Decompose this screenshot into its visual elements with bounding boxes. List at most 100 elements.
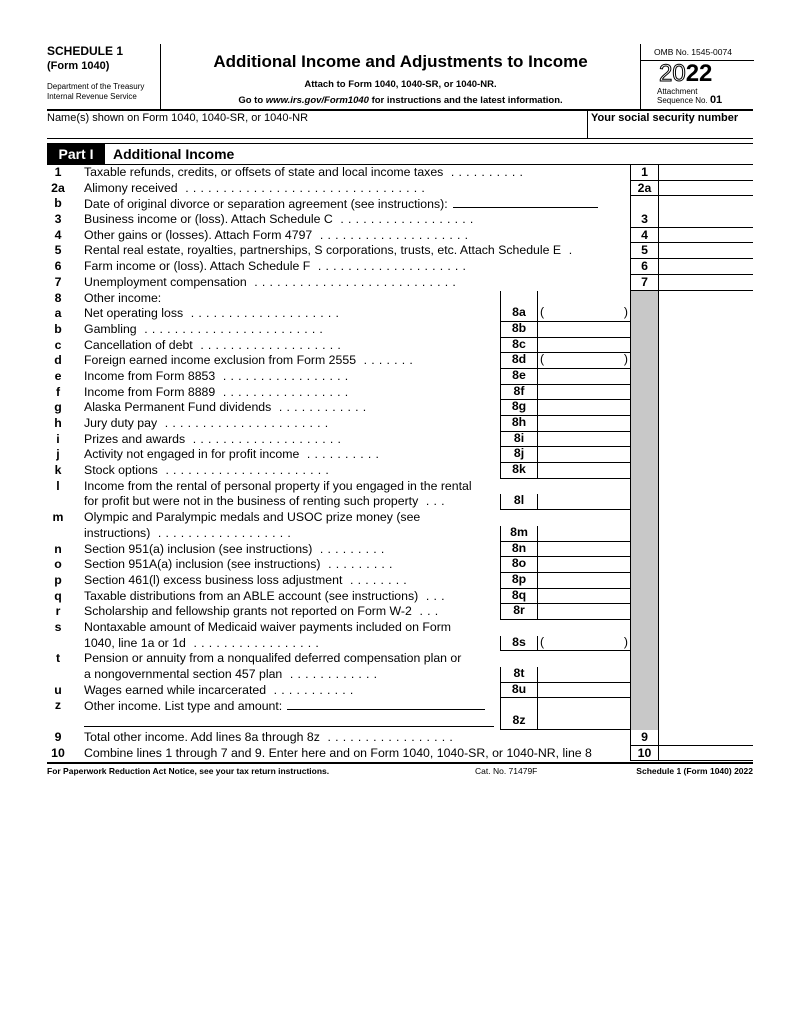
amount-column — [658, 431, 753, 448]
amount-input-8b[interactable] — [537, 321, 630, 338]
amount-input-8m[interactable] — [537, 525, 630, 542]
amount-input-8a[interactable]: () — [537, 305, 630, 322]
line-text: Unemployment compensation ..............… — [84, 275, 626, 291]
form-id-block: SCHEDULE 1 (Form 1040) Department of the… — [47, 44, 161, 110]
line-description: Pension or annuity from a nonqualifed de… — [84, 651, 496, 682]
irs-link[interactable]: www.irs.gov/Form1040 — [265, 95, 369, 106]
outer-line-label: 1 — [630, 165, 658, 181]
amount-input-8p[interactable] — [537, 572, 630, 589]
amount-input-10[interactable] — [658, 745, 753, 762]
inner-line-number: 8p — [511, 571, 527, 586]
outer-line-label: 2a — [630, 180, 658, 197]
ssn-field[interactable]: Your social security number — [587, 110, 753, 138]
line-number: s — [54, 619, 62, 634]
amount-input-8r[interactable] — [537, 604, 630, 620]
sequence-number: 01 — [709, 94, 723, 106]
inner-line-number: 8m — [510, 524, 528, 539]
entry-field-2[interactable] — [84, 715, 494, 728]
amount-input-8c[interactable] — [537, 337, 630, 354]
inner-line-number: 8t — [513, 666, 525, 681]
line-text-1: Income from Form 8853 — [84, 368, 216, 383]
dot-leader: ... — [418, 588, 449, 603]
income-lines: 1 Taxable refunds, credits, or offsets of… — [47, 165, 753, 762]
amount-input-8u[interactable] — [537, 682, 630, 699]
entry-field[interactable] — [452, 196, 598, 209]
inner-line-number: 8h — [511, 414, 527, 429]
amount-input-8n[interactable] — [537, 541, 630, 558]
line-number: h — [54, 416, 62, 430]
line-text-1: Jury duty pay — [84, 416, 158, 430]
line-text-1: Farm income or (loss). Attach Schedule F — [84, 259, 311, 274]
line-number: i — [56, 431, 60, 446]
line-text: Gambling ........................ — [84, 322, 496, 338]
amount-input-8s[interactable]: () — [537, 635, 630, 652]
inner-line-label: 8k — [500, 462, 537, 479]
amount-column — [658, 353, 753, 369]
line-text-1: Other income: — [84, 290, 162, 305]
dot-leader: .................... — [183, 306, 344, 321]
amount-input-8h[interactable] — [537, 416, 630, 432]
amount-input-8t[interactable] — [537, 667, 630, 683]
amount-input-6[interactable] — [658, 259, 753, 275]
dot-leader: .................... — [312, 227, 473, 242]
line-text: Pension or annuity from a nonqualifed de… — [84, 651, 496, 667]
amount-input-8l[interactable] — [537, 494, 630, 511]
line-text-continued: 1040, line 1a or 1d — [84, 635, 186, 650]
line-number: 3 — [54, 212, 62, 227]
dot-leader: ................. — [215, 368, 353, 383]
line-number: 10 — [51, 745, 65, 760]
dot-leader: ................. — [185, 635, 323, 650]
amount-input-8e[interactable] — [537, 368, 630, 385]
outer-line-label — [630, 619, 658, 652]
line-number: 7 — [54, 274, 62, 289]
form-number: (Form 1040) — [47, 60, 110, 72]
amount-input-8g[interactable] — [537, 400, 630, 416]
dot-leader: ....... — [356, 353, 417, 368]
line-number: q — [54, 588, 62, 603]
amount-input-8q[interactable] — [537, 588, 630, 605]
line-number: k — [54, 463, 62, 478]
amount-input-7[interactable] — [658, 274, 753, 291]
amount-input-3[interactable] — [658, 212, 753, 228]
inner-line-number: 8f — [513, 383, 525, 398]
parentheses: () — [540, 352, 628, 367]
name-field[interactable]: Name(s) shown on Form 1040, 1040-SR, or … — [47, 112, 309, 124]
amount-input-9[interactable] — [658, 729, 753, 746]
line-text-1: Alimony received — [84, 180, 178, 195]
line-text-1: Rental real estate, royalties, partnersh… — [84, 243, 562, 258]
amount-input-2a[interactable] — [658, 180, 753, 197]
attachment-sequence: Attachment Sequence No. 01 — [641, 87, 754, 106]
line-number: 4 — [54, 227, 62, 242]
line-number: a — [54, 306, 62, 321]
amount-input-8i[interactable] — [537, 431, 630, 448]
line-text-2-wrap: 1040, line 1a or 1d ................. — [84, 636, 496, 652]
inner-line-label: 8f — [500, 383, 537, 401]
amount-input-4[interactable] — [658, 227, 753, 244]
line-row: j Activity not engaged in for profit inco… — [47, 446, 753, 464]
amount-input-8o[interactable] — [537, 557, 630, 573]
amount-input-1[interactable] — [658, 165, 753, 181]
line-text: Activity not engaged in for profit incom… — [84, 447, 496, 463]
amount-input-8f[interactable] — [537, 384, 630, 401]
inner-line-label: 8u — [500, 682, 537, 699]
line-row: i Prizes and awards .................... 8… — [47, 431, 753, 448]
outer-line-label: 4 — [630, 227, 658, 244]
amount-input-8z[interactable] — [537, 698, 630, 730]
amount-input-5[interactable] — [658, 243, 753, 260]
line-text-1: Section 951A(a) inclusion (see instructi… — [84, 557, 321, 572]
line-number: 9 — [54, 729, 62, 744]
line-row: 7 Unemployment compensation .............… — [47, 274, 753, 291]
entry-field[interactable] — [287, 698, 486, 711]
outer-line-label — [630, 290, 658, 307]
line-row: r Scholarship and fellowship grants not r… — [47, 603, 753, 620]
amount-input-8j[interactable] — [537, 447, 630, 464]
line-text: Income from the rental of personal prope… — [84, 479, 496, 495]
amount-input-8d[interactable]: () — [537, 352, 630, 369]
amount-input-8k[interactable] — [537, 463, 630, 479]
line-text: Taxable distributions from an ABLE accou… — [84, 589, 496, 605]
goto-pre: Go to — [238, 95, 266, 106]
parentheses: () — [540, 305, 628, 320]
attach-instruction: Attach to Form 1040, 1040-SR, or 1040-NR… — [304, 79, 497, 90]
line-row: g Alaska Permanent Fund dividends .......… — [47, 399, 753, 416]
line-row: z Other income. List type and amount: 8z — [47, 698, 753, 730]
